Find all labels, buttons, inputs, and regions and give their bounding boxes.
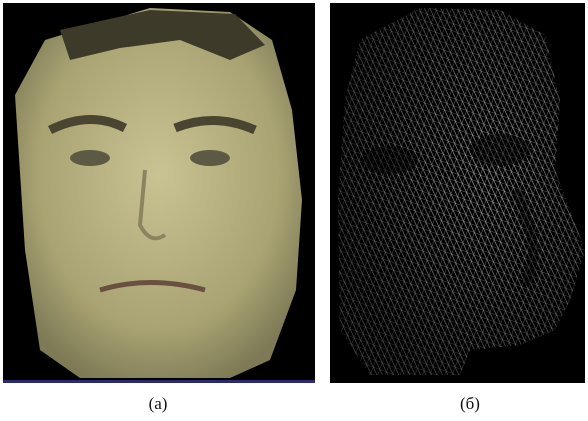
panel-a-image: [3, 3, 315, 383]
caption: (а): [149, 394, 168, 413]
panel-b-image: [330, 3, 585, 383]
caption: (б): [460, 394, 480, 413]
